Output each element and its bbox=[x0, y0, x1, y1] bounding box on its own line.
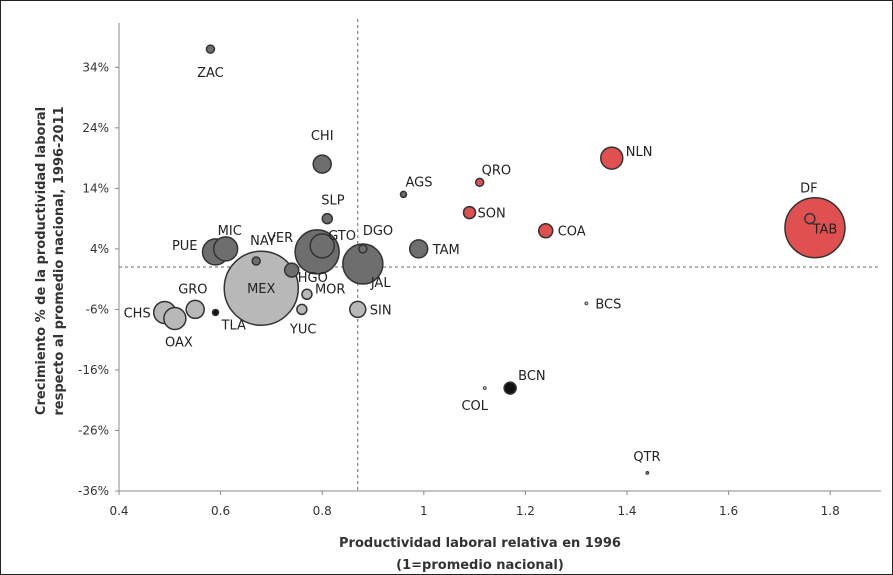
bubble-label-qro: QRO bbox=[482, 163, 512, 178]
bubble-chi bbox=[312, 154, 332, 174]
bubble-label-tab: TAB bbox=[812, 223, 838, 238]
bubble-labels-layer: ZAC CHI AGS QRO NLN DF TAB SON COA SLP GTO VER DGO JA… bbox=[124, 66, 838, 465]
axes-layer: 34% 24% 14% 4% -6% -16% -26% -36%0.4 0.6 0.8 1 1.2 1… bbox=[78, 23, 881, 518]
y-tick-label: -36% bbox=[78, 484, 109, 498]
bubble-label-chs: CHS bbox=[124, 306, 151, 321]
bubble-label-nay: NAY bbox=[250, 234, 276, 249]
bubble-nay bbox=[251, 256, 261, 266]
bubble-label-tla: TLA bbox=[221, 318, 246, 333]
x-axis-title: Productividad laboral relativa en 1996 bbox=[339, 536, 621, 551]
bubble-yuc bbox=[296, 303, 308, 316]
bubble-tla bbox=[211, 308, 220, 317]
y-axis-subtitle: respecto al promedio nacional, 1996-2011 bbox=[52, 106, 67, 415]
x-tick-label: 1.6 bbox=[719, 504, 738, 518]
bubble-label-dgo: DGO bbox=[363, 224, 393, 239]
bubble-df bbox=[804, 212, 816, 225]
bubble-gto bbox=[309, 233, 335, 259]
y-tick-label: 14% bbox=[82, 181, 109, 195]
bubble-nln bbox=[600, 146, 624, 170]
bubble-son bbox=[462, 205, 477, 220]
bubble-label-sin: SIN bbox=[370, 303, 392, 318]
y-tick-label: -16% bbox=[78, 363, 109, 377]
y-tick-label: 34% bbox=[82, 60, 109, 74]
y-tick-label: 24% bbox=[82, 121, 109, 135]
bubble-label-son: SON bbox=[478, 207, 506, 222]
bubble-label-bcn: BCN bbox=[518, 369, 546, 384]
bubble-label-slp: SLP bbox=[321, 194, 344, 209]
x-axis-subtitle: (1=promedio nacional) bbox=[396, 558, 564, 573]
bubble-label-gto: GTO bbox=[328, 229, 356, 244]
bubble-label-gro: GRO bbox=[178, 282, 207, 297]
bubble-label-yuc: YUC bbox=[289, 322, 317, 337]
bubble-coa bbox=[537, 222, 554, 239]
bubble-label-chi: CHI bbox=[311, 129, 334, 144]
y-tick-label: 4% bbox=[90, 242, 109, 256]
bubble-ags bbox=[399, 190, 408, 199]
bubble-dgo bbox=[358, 244, 368, 254]
y-tick-label: -26% bbox=[78, 423, 109, 437]
bubble-bcn bbox=[503, 381, 517, 395]
bubble-sin bbox=[349, 300, 367, 319]
bubble-label-ags: AGS bbox=[405, 175, 432, 190]
bubble-mex bbox=[223, 250, 299, 326]
bubble-label-nln: NLN bbox=[626, 145, 653, 160]
bubble-label-ver: VER bbox=[267, 231, 293, 246]
bubble-label-coa: COA bbox=[558, 225, 586, 240]
bubble-qro bbox=[474, 177, 485, 188]
bubble-label-tam: TAM bbox=[432, 243, 460, 258]
bubble-label-pue: PUE bbox=[172, 239, 198, 254]
bubble-slp bbox=[321, 212, 334, 225]
x-tick-label: 0.4 bbox=[109, 504, 128, 518]
bubble-bcs bbox=[584, 301, 589, 306]
bubble-label-qtr: QTR bbox=[633, 450, 660, 465]
x-tick-label: 0.8 bbox=[313, 504, 332, 518]
bubble-col bbox=[482, 386, 487, 391]
bubble-hgo bbox=[283, 262, 300, 278]
bubble-zac bbox=[205, 44, 216, 54]
y-tick-label: -6% bbox=[86, 302, 109, 316]
bubble-gro bbox=[185, 299, 205, 320]
bubble-label-df: DF bbox=[800, 182, 818, 197]
bubble-label-zac: ZAC bbox=[197, 66, 224, 81]
bubbles-layer bbox=[152, 44, 846, 475]
x-tick-label: 1.4 bbox=[617, 504, 636, 518]
bubble-label-col: COL bbox=[461, 399, 488, 414]
bubble-label-mor: MOR bbox=[315, 282, 345, 297]
y-axis-title: Crecimiento % de la productividad labora… bbox=[34, 107, 49, 415]
bubble-label-oax: OAX bbox=[165, 336, 193, 351]
bubble-label-jal: JAL bbox=[370, 276, 391, 291]
bubble-label-hgo: HGO bbox=[298, 271, 328, 286]
x-tick-label: 1 bbox=[420, 504, 428, 518]
bubble-tam bbox=[408, 239, 429, 259]
bubble-label-mic: MIC bbox=[218, 224, 242, 239]
bubble-jal bbox=[342, 243, 384, 285]
x-tick-label: 0.6 bbox=[211, 504, 230, 518]
x-tick-label: 1.2 bbox=[516, 504, 535, 518]
bubble-mic bbox=[212, 236, 239, 262]
bubble-label-mex: MEX bbox=[247, 282, 275, 297]
bubble-qtr bbox=[645, 470, 650, 475]
bubble-mor bbox=[301, 288, 313, 301]
bubble-tab bbox=[784, 196, 846, 259]
bubble-label-bcs: BCS bbox=[595, 297, 621, 312]
x-tick-label: 1.8 bbox=[821, 504, 840, 518]
bubble-oax bbox=[163, 306, 187, 331]
